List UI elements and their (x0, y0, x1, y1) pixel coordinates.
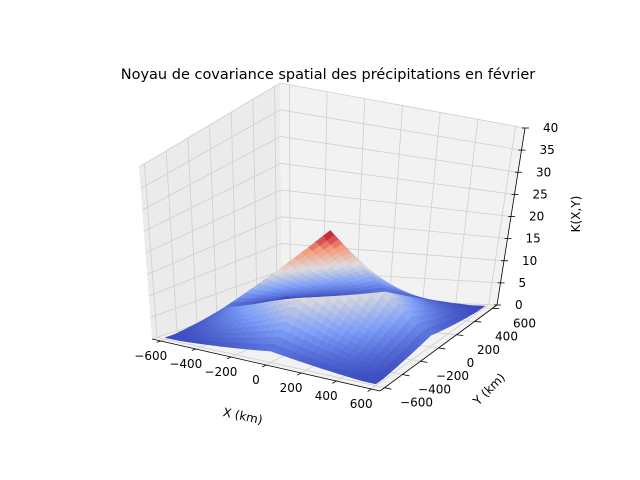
z-gridline (138, 82, 526, 168)
z-tick-label: 15 (526, 232, 541, 246)
x-tick-mark (262, 364, 267, 368)
x-tick-label: 400 (315, 389, 338, 403)
left-pane (139, 83, 282, 339)
z-tick-label: 25 (533, 187, 548, 201)
z-gridline (143, 162, 515, 232)
y-tick-mark (474, 321, 482, 323)
y-tick-label: −400 (418, 382, 451, 396)
y-tick-mark (384, 387, 392, 390)
z-tick-label: 5 (519, 276, 527, 290)
z-tick-label: 20 (529, 210, 544, 224)
z-gridline (148, 243, 505, 297)
y-tick-label: −200 (436, 369, 469, 383)
z-gridline (140, 109, 522, 189)
y-tick-mark (456, 334, 464, 336)
x-tick-mark (156, 340, 161, 343)
x-tick-mark (332, 380, 337, 384)
x-axis-label: X (km) (222, 405, 264, 427)
y-tick-label: 600 (513, 316, 536, 330)
z-axis-ticks: 0 5 10 15 20 25 30 35 40 (494, 121, 558, 312)
x-tick-label: −200 (204, 365, 237, 379)
surface-plot (164, 230, 486, 385)
x-axis-ticks: −600−400−200 0 200 400 600 (134, 340, 373, 411)
x-tick-mark (367, 388, 372, 392)
x-tick-label: −400 (169, 357, 202, 371)
z-tick-label: 10 (522, 254, 537, 268)
y-tick-label: 0 (467, 356, 475, 370)
x-tick-label: 0 (252, 373, 260, 387)
y-tick-mark (402, 374, 410, 377)
y-tick-label: −600 (400, 396, 433, 410)
y-axis-label: Y (km) (470, 370, 508, 408)
z-tick-label: 30 (536, 165, 551, 179)
x-tick-mark (226, 356, 232, 360)
x-tick-mark (297, 372, 302, 376)
y-tick-label: 400 (495, 330, 518, 344)
x-tick-label: 200 (280, 381, 303, 395)
z-tick-label: 35 (540, 143, 555, 157)
y-tick-label: 200 (477, 343, 500, 357)
surface-patch (281, 296, 292, 299)
x-tick-label: 600 (350, 397, 373, 411)
x-tick-mark (191, 348, 196, 351)
z-gridline (146, 216, 508, 275)
y-tick-mark (438, 347, 446, 350)
z-tick-label: 40 (543, 121, 558, 135)
chart-title: Noyau de covariance spatial des précipit… (121, 67, 536, 83)
z-tick-label: 0 (515, 298, 523, 312)
z-axis-label: K(X,Y) (569, 196, 583, 233)
z-gridline (145, 189, 512, 254)
x-tick-label: −600 (134, 349, 167, 363)
y-tick-mark (420, 360, 428, 363)
z-gridline (142, 136, 519, 211)
